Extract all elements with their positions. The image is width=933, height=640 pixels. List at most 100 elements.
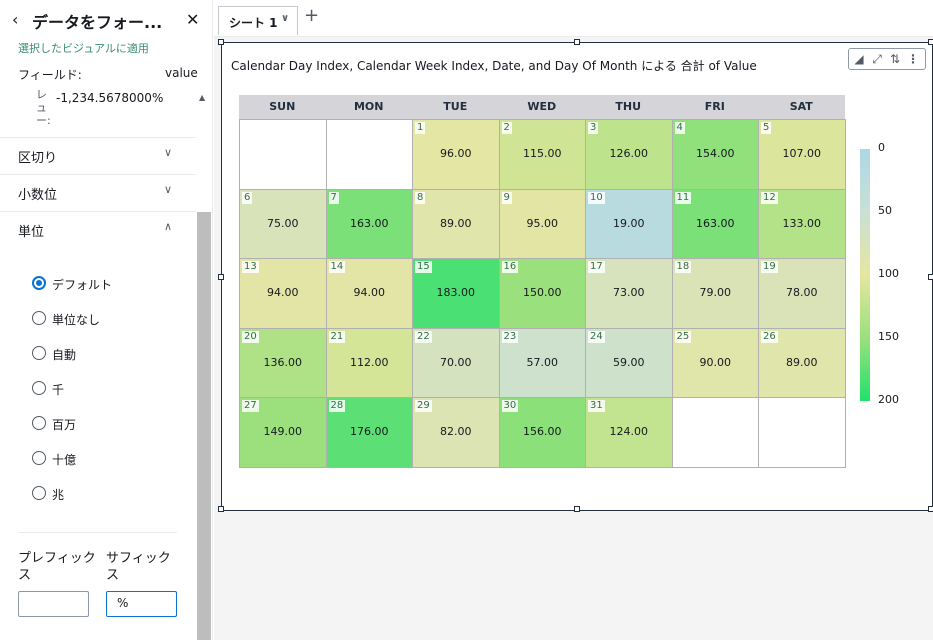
heatmap-cell[interactable]: 12 133.00	[758, 188, 846, 259]
resize-handle[interactable]	[928, 506, 933, 512]
heatmap-cell[interactable]: 17 73.00	[585, 258, 673, 329]
legend-tick: 200	[878, 393, 899, 406]
tab-sheet-1[interactable]: シート 1 ∨	[218, 6, 298, 35]
cell-value-label: 183.00	[436, 286, 476, 299]
heatmap-cell[interactable]: 21 112.00	[325, 327, 413, 398]
radio-button[interactable]	[32, 451, 46, 465]
chevron-up-icon: ∧	[164, 220, 173, 233]
heatmap-cell[interactable]: 16 150.00	[498, 258, 586, 329]
day-of-month-label: 25	[674, 330, 692, 343]
expand-icon[interactable]: ⤢	[872, 52, 882, 66]
chevron-left-icon[interactable]: ‹	[12, 10, 19, 29]
resize-handle[interactable]	[928, 274, 933, 280]
chevron-down-icon[interactable]: ∨	[281, 13, 290, 24]
day-of-month-label: 16	[501, 261, 519, 273]
radio-button[interactable]	[32, 381, 46, 395]
more-options-icon[interactable]: ⋮	[907, 52, 919, 66]
day-of-month-label: 24	[588, 330, 605, 343]
heatmap-cell[interactable]: 3 126.00	[585, 119, 673, 190]
heatmap-cell[interactable]: 25 90.00	[671, 327, 759, 398]
prefix-input[interactable]	[18, 591, 89, 617]
heatmap-cell[interactable]: 4 154.00	[671, 119, 759, 190]
weekday-header: SAT	[758, 95, 845, 119]
day-of-month-label: 20	[242, 330, 259, 343]
cell-value-label: 70.00	[440, 355, 472, 369]
heatmap-cell[interactable]: 13 94.00	[239, 258, 327, 329]
heatmap-cell[interactable]: 23 57.00	[498, 327, 586, 398]
day-of-month-label: 21	[328, 330, 346, 343]
heatmap-cell[interactable]: 5 107.00	[758, 119, 846, 190]
radio-button[interactable]	[32, 311, 46, 325]
heatmap-cell[interactable]: 10 19.00	[585, 188, 673, 259]
unit-option-default[interactable]: デフォルト	[32, 273, 182, 295]
radio-button[interactable]	[32, 346, 46, 360]
field-label: フィールド:	[18, 68, 82, 82]
prefix-label: プレフィックス	[18, 551, 96, 583]
preview-value: -1,234.5678000%	[56, 91, 164, 105]
heatmap-cell[interactable]: 1 96.00	[412, 119, 500, 190]
close-icon[interactable]: ✕	[186, 10, 200, 29]
heatmap-cell[interactable]: 24 59.00	[585, 327, 673, 398]
heatmap-cell[interactable]: 15 183.00	[412, 258, 500, 329]
heatmap-cell[interactable]: 2 115.00	[498, 119, 586, 190]
radio-button[interactable]	[32, 486, 46, 500]
panel-scrollbar[interactable]	[197, 212, 211, 640]
radio-button[interactable]	[32, 416, 46, 430]
divider	[18, 532, 177, 533]
resize-handle[interactable]	[218, 39, 224, 45]
plus-icon[interactable]: +	[304, 5, 320, 26]
heatmap-cell[interactable]: 6 75.00	[239, 188, 327, 259]
resize-handle[interactable]	[218, 274, 224, 280]
sort-icon[interactable]: ⇅	[889, 52, 901, 66]
cell-value-label: 59.00	[613, 355, 645, 369]
resize-handle[interactable]	[574, 506, 580, 512]
day-of-month-label: 14	[328, 261, 346, 273]
day-of-month-label: 28	[328, 400, 346, 412]
legend-tick: 0	[878, 141, 885, 154]
heatmap-cell[interactable]: 22 70.00	[412, 327, 500, 398]
unit-option-thousand[interactable]: 千	[32, 378, 182, 400]
heatmap-cell[interactable]: 29 82.00	[412, 397, 500, 468]
heatmap-cell[interactable]: 30 156.00	[498, 397, 586, 468]
unit-option-million[interactable]: 百万	[32, 413, 182, 435]
radio-button[interactable]	[32, 276, 46, 290]
heatmap-cell[interactable]: 19 78.00	[758, 258, 846, 329]
unit-option-trillion[interactable]: 兆	[32, 483, 182, 505]
visual-toolbar: ◢ ⤢ ⇅ ⋮	[848, 48, 926, 70]
heatmap-cell[interactable]: 18 79.00	[671, 258, 759, 329]
resize-handle[interactable]	[218, 506, 224, 512]
unit-option-none[interactable]: 単位なし	[32, 308, 182, 330]
section-units[interactable]: 単位 ∧	[0, 212, 196, 248]
heatmap-visual[interactable]: Calendar Day Index, Calendar Week Index,…	[218, 39, 933, 512]
heatmap-cell[interactable]: 28 176.00	[325, 397, 413, 468]
heatmap-cell[interactable]: 20 136.00	[239, 327, 327, 398]
heatmap-cell[interactable]: 26 89.00	[758, 327, 846, 398]
preview-label: レュー:	[36, 88, 51, 127]
heatmap-cell[interactable]: 8 89.00	[412, 188, 500, 259]
unit-option-auto[interactable]: 自動	[32, 343, 182, 365]
section-label: 小数位	[18, 188, 58, 203]
unit-option-billion[interactable]: 十億	[32, 448, 182, 470]
empty-cell	[325, 119, 413, 190]
day-of-month-label: 4	[674, 122, 685, 134]
cell-value-label: 78.00	[786, 286, 818, 299]
cell-value-label: 90.00	[699, 355, 732, 369]
empty-cell	[239, 119, 327, 190]
cell-value-label: 133.00	[782, 216, 822, 230]
heatmap-cell[interactable]: 31 124.00	[585, 397, 673, 468]
section-decimals[interactable]: 小数位 ∨	[0, 175, 196, 211]
suffix-input[interactable]: %	[106, 591, 177, 617]
heatmap-cell[interactable]: 27 149.00	[239, 397, 327, 468]
heatmap-cell[interactable]: 14 94.00	[325, 258, 413, 329]
heatmap-cell[interactable]: 9 95.00	[498, 188, 586, 259]
cell-value-label: 163.00	[350, 216, 389, 230]
resize-handle[interactable]	[928, 39, 933, 45]
section-separator[interactable]: 区切り ∨	[0, 138, 196, 174]
scroll-up-arrow-icon[interactable]: ▲	[199, 93, 206, 102]
heatmap-cell[interactable]: 7 163.00	[325, 188, 413, 259]
day-of-month-label: 27	[242, 400, 259, 412]
resize-handle[interactable]	[574, 39, 580, 45]
heatmap-cell[interactable]: 11 163.00	[671, 188, 759, 259]
chart-type-icon[interactable]: ◢	[854, 52, 864, 66]
cell-value-label: 136.00	[263, 355, 303, 369]
